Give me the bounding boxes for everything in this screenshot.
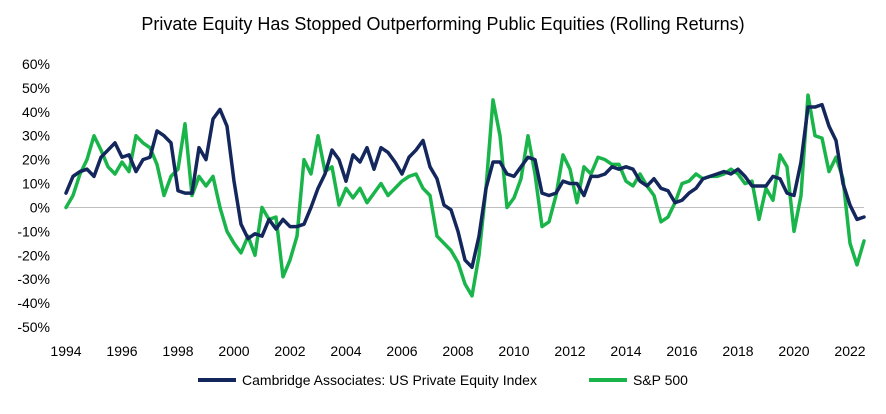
- y-tick-label: -20%: [17, 247, 50, 263]
- legend-label-sp500: S&P 500: [632, 372, 688, 388]
- y-tick-label: 0%: [30, 199, 50, 215]
- y-tick-label: 10%: [22, 176, 50, 192]
- x-tick-label: 2008: [442, 343, 473, 359]
- x-tick-label: 1994: [50, 343, 81, 359]
- legend-swatch-sp500: [588, 378, 627, 382]
- chart-plot: 60% 50% 40% 30% 20% 10% 0% -10% -20% -30% -40% -50%…: [17, 56, 866, 359]
- chart-title: Private Equity Has Stopped Outperforming…: [141, 14, 745, 34]
- y-tick-label: 20%: [22, 152, 50, 168]
- x-tick-label: 2006: [386, 343, 417, 359]
- x-tick-label: 2002: [274, 343, 305, 359]
- x-tick-label: 1998: [162, 343, 193, 359]
- legend-item-private-equity: Cambridge Associates: US Private Equity …: [198, 372, 537, 388]
- series-line-private-equity: [64, 102, 866, 269]
- y-tick-label: -50%: [17, 319, 50, 335]
- y-tick-label: -40%: [17, 295, 50, 311]
- series-lines: [64, 93, 866, 298]
- x-tick-label: 2022: [834, 343, 865, 359]
- series-line-sp500: [64, 93, 866, 298]
- y-tick-label: 40%: [22, 104, 50, 120]
- x-tick-label: 2018: [722, 343, 753, 359]
- x-tick-label: 2004: [330, 343, 361, 359]
- x-tick-label: 2014: [610, 343, 641, 359]
- x-tick-label: 2010: [498, 343, 529, 359]
- x-tick-label: 2012: [554, 343, 585, 359]
- legend-item-sp500: S&P 500: [588, 372, 688, 388]
- legend-label-private-equity: Cambridge Associates: US Private Equity …: [242, 372, 537, 388]
- x-tick-label: 2020: [778, 343, 809, 359]
- x-tick-label: 1996: [106, 343, 137, 359]
- x-tick-label: 2016: [666, 343, 697, 359]
- x-tick-label: 2000: [218, 343, 249, 359]
- y-tick-label: -10%: [17, 223, 50, 239]
- y-tick-label: 30%: [22, 128, 50, 144]
- y-tick-label: 60%: [22, 56, 50, 72]
- x-axis-tick-labels: 1994 1996 1998 2000 2002 2004 2006 2008 2010 2012…: [50, 343, 865, 359]
- y-axis-tick-labels: 60% 50% 40% 30% 20% 10% 0% -10% -20% -30% -40% -50%: [17, 56, 50, 335]
- y-tick-label: 50%: [22, 80, 50, 96]
- y-tick-label: -30%: [17, 271, 50, 287]
- legend: Cambridge Associates: US Private Equity …: [0, 372, 886, 388]
- legend-swatch-private-equity: [198, 378, 237, 382]
